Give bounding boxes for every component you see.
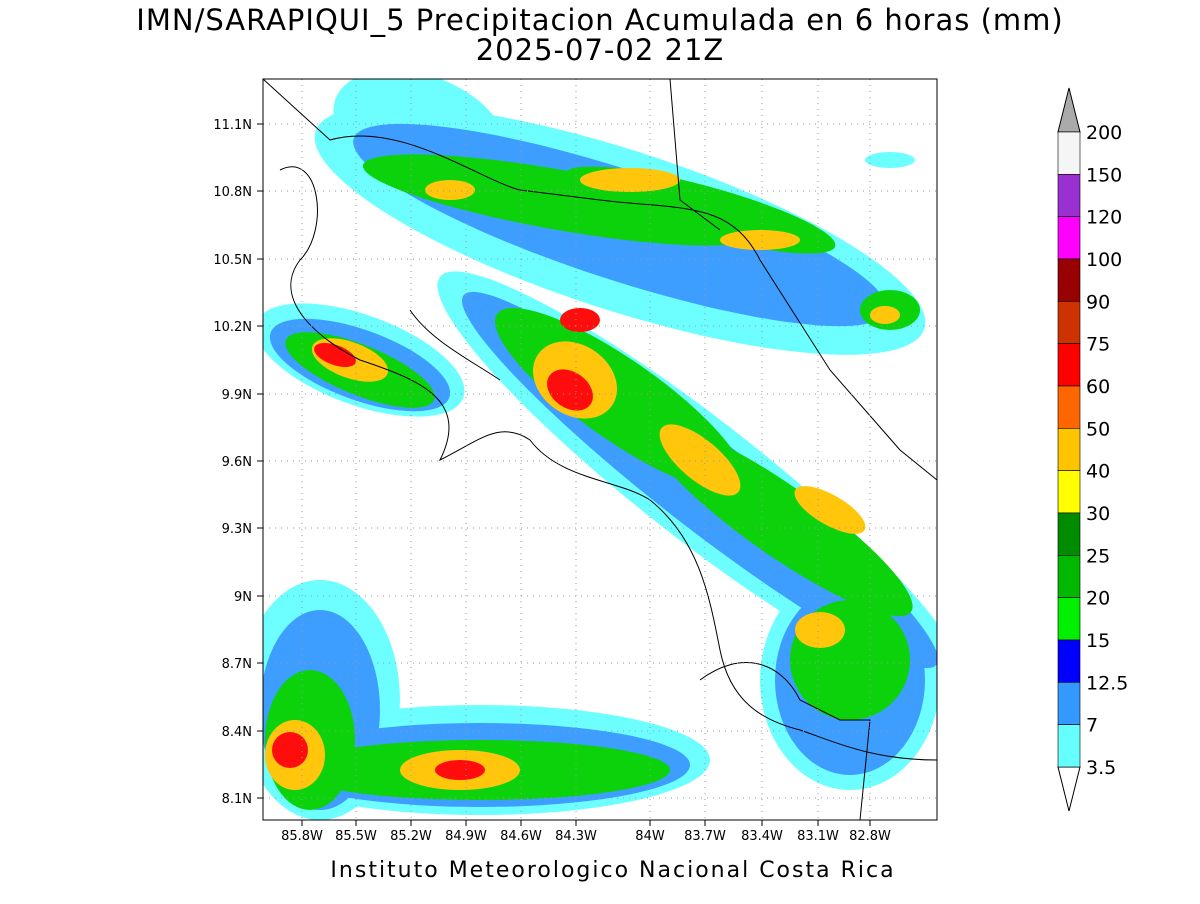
colorbar-label: 25 (1086, 545, 1110, 567)
lon-label: 83.4W (741, 829, 783, 844)
colorbar-label: 60 (1086, 376, 1110, 398)
colorbar-swatch (1057, 301, 1081, 344)
lat-label: 8.7N (222, 657, 252, 672)
colorbar-swatch (1057, 555, 1081, 598)
colorbar-label: 50 (1086, 418, 1110, 440)
colorbar-label: 200 (1086, 122, 1122, 144)
footer: Instituto Meteorologico Nacional Costa R… (330, 858, 895, 883)
colorbar-swatch (1057, 597, 1081, 641)
colorbar-over (1057, 87, 1081, 133)
title: IMN/SARAPIQUI_5 Precipitacion Acumulada … (136, 3, 1063, 37)
lat-label: 8.1N (222, 792, 252, 807)
subtitle: 2025-07-02 21Z (476, 33, 725, 67)
lon-label: 85.2W (390, 829, 432, 844)
colorbar-under (1057, 766, 1081, 812)
colorbar-swatch (1057, 639, 1081, 683)
colorbar-label: 100 (1086, 249, 1122, 271)
lat-label: 9.6N (222, 455, 252, 470)
lat-label: 11.1N (213, 118, 252, 133)
colorbar-label: 7 (1086, 715, 1098, 737)
colorbar-swatch (1057, 470, 1081, 514)
colorbar-swatch (1057, 131, 1081, 175)
lon-label: 84.9W (445, 829, 487, 844)
lon-label: 84.3W (555, 829, 597, 844)
colorbar-swatch (1057, 512, 1081, 556)
lat-label: 9N (234, 590, 252, 605)
lon-label: 85.8W (281, 829, 323, 844)
lat-label: 9.9N (222, 388, 252, 403)
lat-label: 10.2N (213, 320, 252, 335)
colorbar-label: 40 (1086, 461, 1110, 483)
precip-field (263, 79, 937, 820)
lat-label: 8.4N (222, 725, 252, 740)
lon-label: 84W (635, 829, 665, 844)
colorbar-label: 3.5 (1086, 757, 1116, 779)
colorbar-label: 75 (1086, 334, 1110, 356)
colorbar-label: 120 (1086, 207, 1122, 229)
lon-label: 82.8W (849, 829, 891, 844)
lat-label: 10.5N (213, 253, 252, 268)
colorbar: 200 150 120 100 90 75 60 50 40 30 25 20 15 12.5 7 3.5 (1057, 87, 1128, 812)
colorbar-swatch (1057, 343, 1081, 387)
map-frame (262, 78, 938, 821)
colorbar-label: 15 (1086, 630, 1110, 652)
colorbar-label: 12.5 (1086, 672, 1128, 694)
coastlines (262, 78, 938, 821)
lon-label: 83.7W (684, 829, 726, 844)
lat-label: 9.3N (222, 522, 252, 537)
lat-label: 10.8N (213, 185, 252, 200)
colorbar-label: 90 (1086, 291, 1110, 313)
colorbar-swatch (1057, 174, 1081, 217)
colorbar-swatch (1057, 216, 1081, 260)
lon-label: 84.6W (500, 829, 542, 844)
colorbar-swatch (1057, 724, 1081, 768)
lon-label: 83.1W (797, 829, 839, 844)
graticule: 11.1N 10.8N 10.5N 10.2N 9.9N 9.6N 9.3N 9N 8.7N 8.… (213, 79, 937, 844)
colorbar-label: 20 (1086, 588, 1110, 610)
colorbar-label: 150 (1086, 164, 1122, 186)
lon-label: 85.5W (335, 829, 377, 844)
colorbar-swatch (1057, 428, 1081, 471)
colorbar-swatch (1057, 385, 1081, 429)
colorbar-swatch (1057, 682, 1081, 725)
colorbar-label: 30 (1086, 503, 1110, 525)
colorbar-swatch (1057, 258, 1081, 302)
